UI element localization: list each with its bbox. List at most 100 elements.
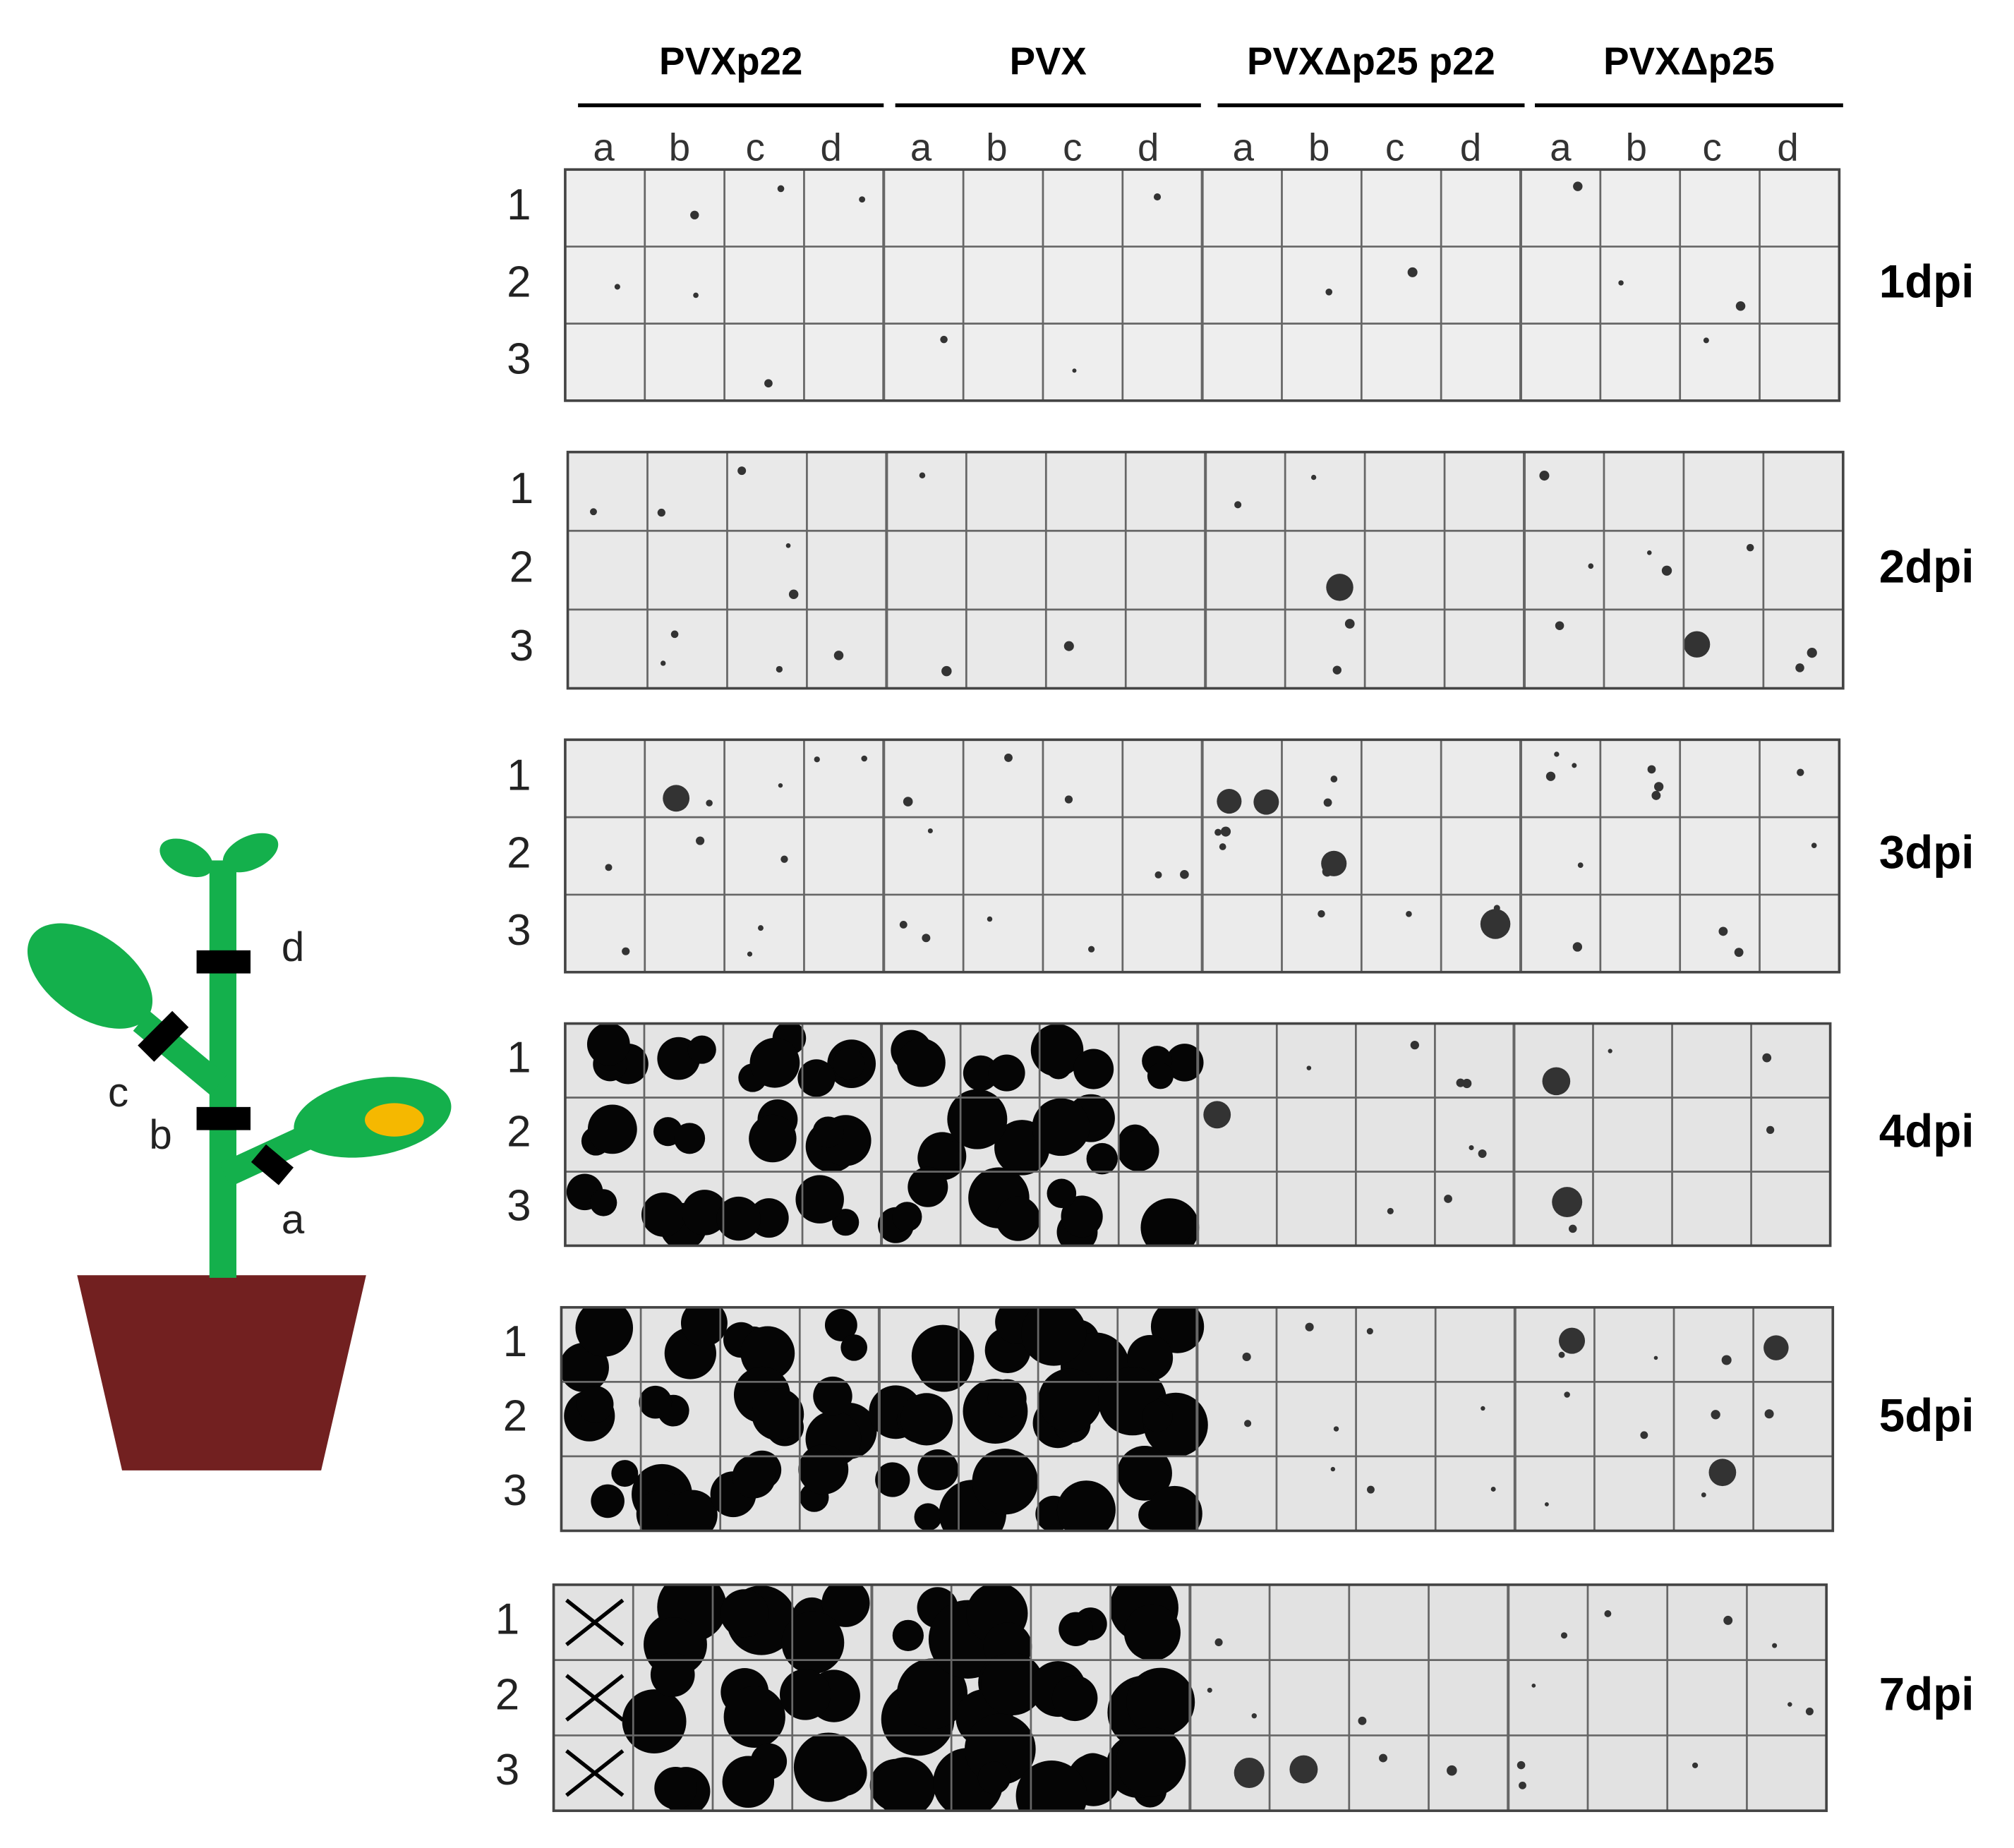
blot-spot [875, 1462, 910, 1497]
blot-spot [747, 951, 753, 957]
blot-spot [780, 855, 788, 863]
row-number: 3 [495, 1746, 519, 1794]
blot-spot [1478, 1149, 1487, 1159]
blot-panel [564, 1022, 1832, 1248]
blot-spot [1333, 1426, 1339, 1432]
blot-spot [813, 1376, 852, 1416]
blot-spot [1330, 1466, 1336, 1472]
column-letter: d [1460, 126, 1481, 169]
blot-spot [661, 660, 666, 666]
blot-spot [586, 1023, 630, 1066]
blot-spot [861, 755, 867, 762]
blot-spot [1410, 1040, 1419, 1050]
blot-spot [1604, 1610, 1612, 1617]
blot-spot [1555, 621, 1564, 630]
blot-spot [1708, 1459, 1737, 1487]
blot-spot [1072, 368, 1077, 373]
blot-spot [972, 1449, 1038, 1515]
blot-spot [917, 1449, 959, 1491]
blot-panel [564, 738, 1841, 974]
blot-spot [722, 1756, 775, 1808]
blot-panel [566, 450, 1845, 690]
blot-spot [1651, 790, 1661, 800]
blot-spot [1234, 501, 1242, 509]
blot-spot [1242, 1352, 1251, 1362]
blot-spot [1711, 1410, 1720, 1420]
blot-spot [1560, 1632, 1568, 1639]
blot-spot [1787, 1702, 1792, 1707]
blot-spot [1647, 550, 1652, 555]
blot-spot [605, 864, 613, 871]
row-number: 2 [503, 1391, 527, 1440]
blot-spot [1703, 337, 1709, 344]
blot-panel [560, 1305, 1835, 1533]
blot-spot [987, 916, 993, 922]
blot-spot [1220, 826, 1231, 837]
blot-spot [833, 1048, 865, 1080]
column-letter: a [593, 126, 615, 169]
column-letter: b [1308, 126, 1329, 169]
blot-spot [577, 1385, 614, 1423]
blot-spot [781, 1611, 845, 1674]
blot-spot [1772, 1643, 1778, 1648]
blot-spot [732, 1455, 776, 1499]
blot-spot [1558, 1351, 1565, 1358]
dpi-label: 3dpi [1879, 826, 1974, 878]
row-number: 1 [507, 751, 531, 800]
blot-spot [922, 934, 931, 943]
cut-mark [196, 950, 251, 974]
blot-spot [1142, 1401, 1173, 1432]
blot-spot [1763, 1335, 1789, 1360]
blot-spot [1217, 789, 1242, 814]
leaf [27, 923, 153, 1029]
dpi-label: 2dpi [1879, 540, 1974, 592]
sprout-leaf [222, 833, 279, 873]
row-number: 3 [509, 622, 533, 670]
blot-spot [1126, 1667, 1195, 1737]
blot-spot [654, 1767, 697, 1810]
blot-spot [752, 1388, 804, 1441]
blot-spot [1539, 471, 1550, 481]
blot-spot [1064, 795, 1073, 804]
plant-label: c [108, 1070, 128, 1116]
blot-spot [706, 799, 713, 807]
blot-spot [1379, 1753, 1387, 1763]
blot-spot [795, 1175, 844, 1224]
blot-spot [824, 1309, 857, 1341]
blot-spot [788, 589, 799, 600]
blot-spot [639, 1385, 673, 1419]
row-number: 2 [509, 543, 533, 591]
blot-spot [1516, 1761, 1526, 1770]
blot-spot [1447, 1765, 1457, 1776]
row-number: 3 [507, 906, 531, 955]
blot-spot [793, 1732, 864, 1802]
blot-spot [590, 508, 597, 516]
blot-spot [611, 1460, 639, 1487]
blot-spot [1640, 1431, 1648, 1439]
panel-border [564, 1022, 1832, 1248]
blot-spot [987, 1379, 1027, 1418]
blot-spot [682, 1190, 728, 1236]
blot-spot [1214, 828, 1222, 836]
panel-border [564, 168, 1841, 402]
blot-spot [723, 1686, 785, 1748]
blot-spot [1683, 631, 1711, 658]
blot-spot [812, 1116, 844, 1148]
blot-spot [758, 925, 764, 931]
blot-spot [670, 630, 679, 639]
blot-spot [778, 783, 783, 788]
column-letter: b [669, 126, 690, 169]
blot-spot [779, 1669, 831, 1720]
blot-spot [963, 1055, 999, 1092]
blot-spot [575, 1307, 634, 1357]
blot-spot [941, 665, 952, 677]
row-number: 2 [507, 1107, 531, 1156]
sprout-leaf [159, 838, 213, 878]
blot-spot [1153, 193, 1162, 201]
cut-mark [251, 1144, 294, 1185]
blot-spot [1795, 663, 1804, 672]
blot-spot [797, 1059, 836, 1097]
blot-spot [1444, 1195, 1452, 1203]
blot-spot [1735, 301, 1746, 311]
